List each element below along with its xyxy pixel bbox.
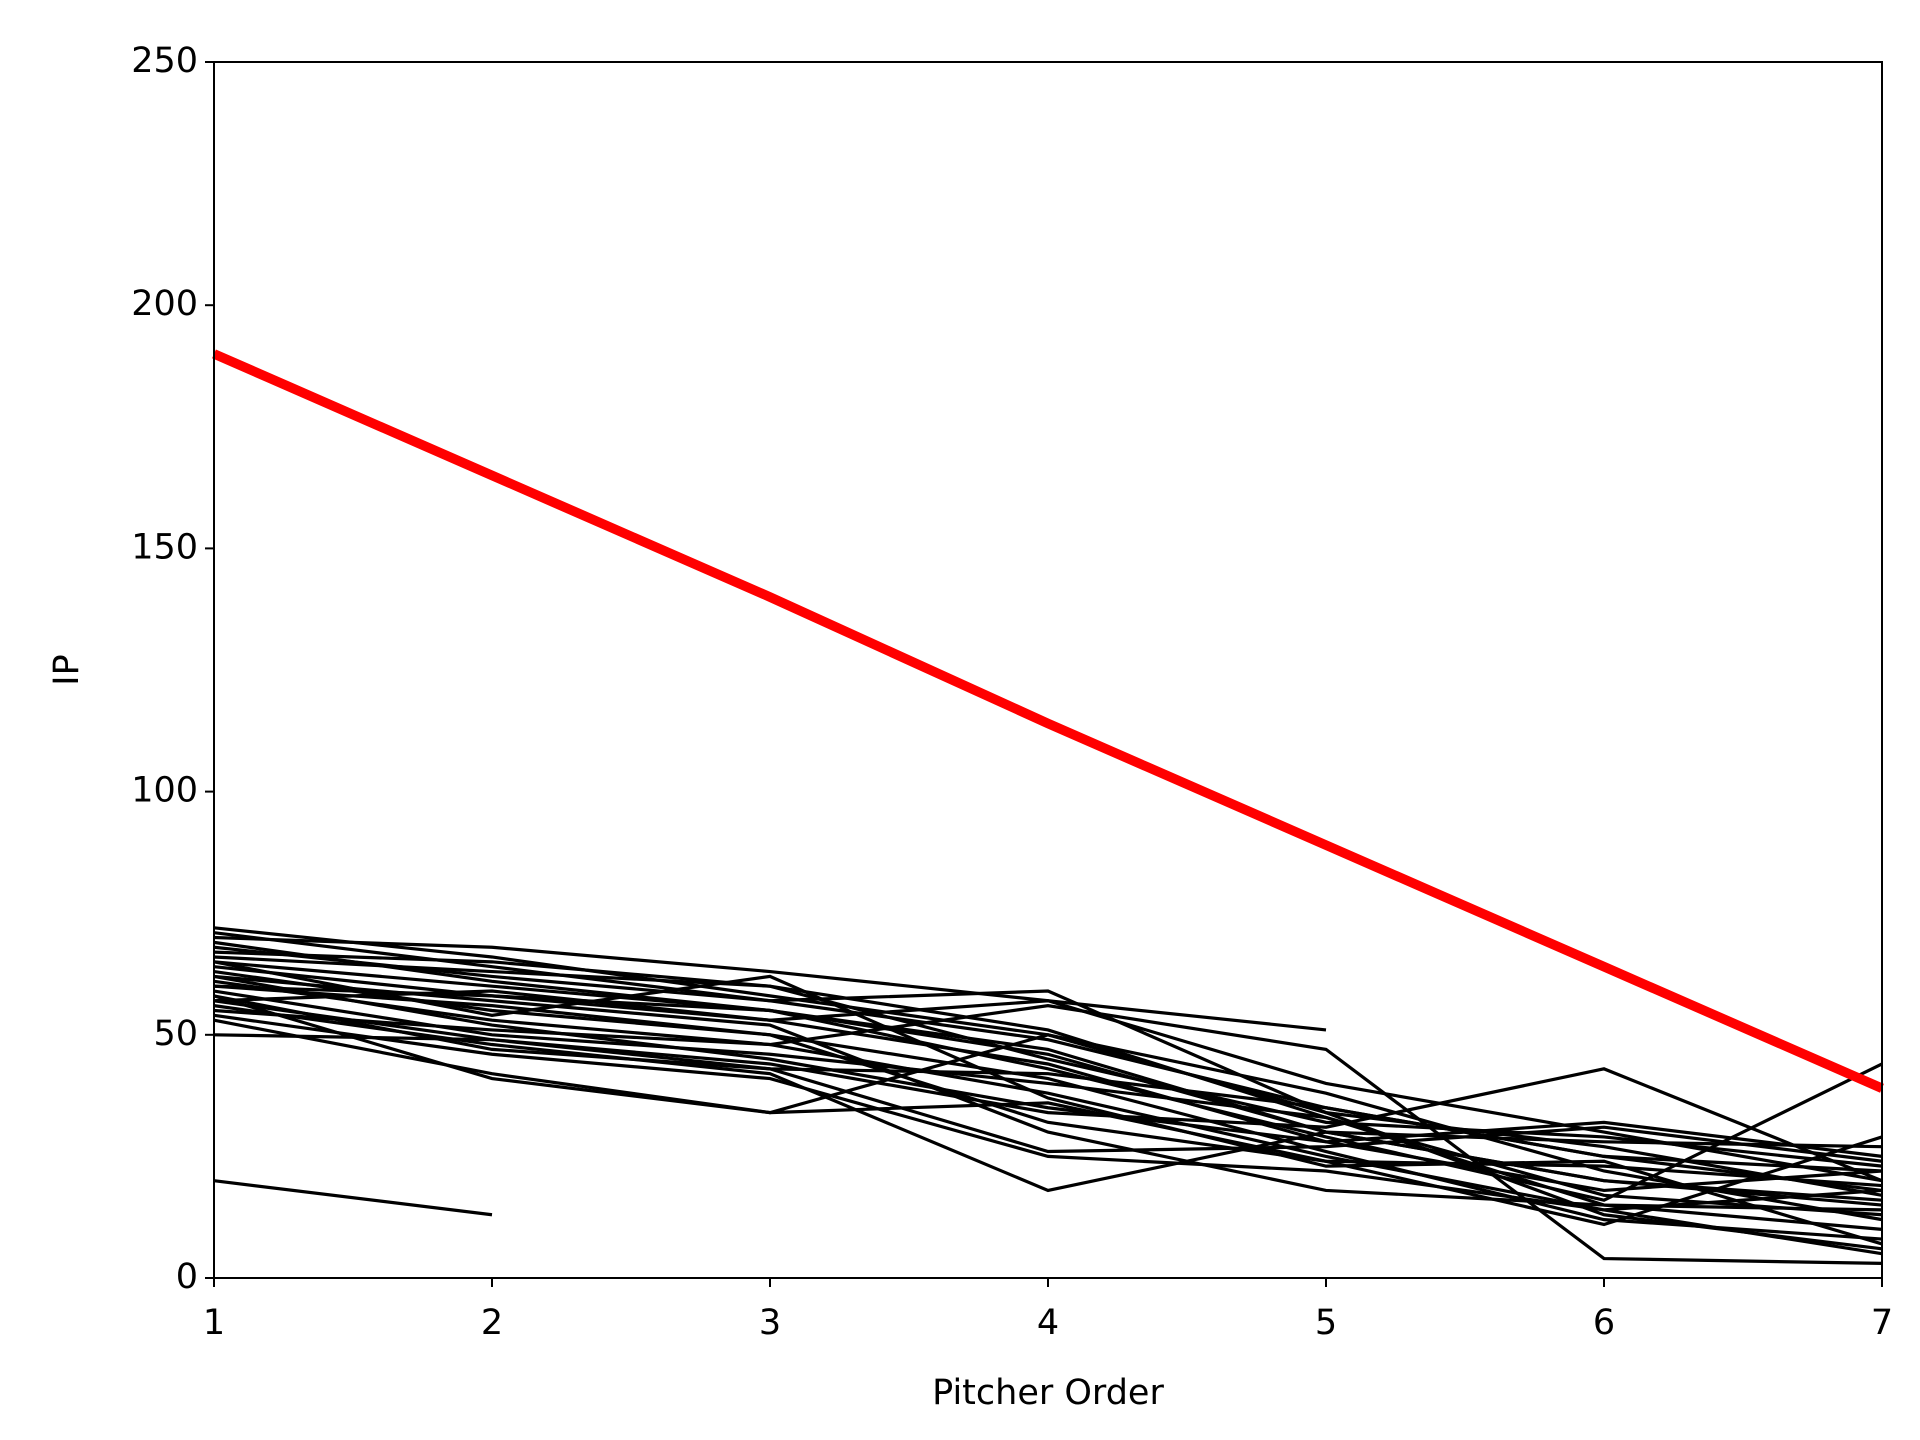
series-line (213, 1013, 1883, 1212)
plot-frame (213, 61, 1883, 1279)
series-line (213, 1004, 1883, 1266)
x-tick-label: 4 (1037, 1303, 1059, 1343)
x-tick-label: 3 (759, 1303, 781, 1343)
y-tick-label: 50 (153, 1014, 198, 1054)
series-line (213, 940, 1883, 1202)
series-line (213, 989, 1883, 1217)
y-axis-label: IP (47, 654, 87, 685)
y-tick-label: 150 (131, 527, 198, 567)
series-line (213, 994, 1883, 1163)
series-line (213, 1033, 1883, 1173)
series-line (213, 984, 1883, 1149)
x-tick-label: 2 (481, 1303, 503, 1343)
series-line (213, 931, 1883, 1251)
y-tick-label: 200 (131, 284, 198, 324)
series-line (213, 994, 1883, 1197)
series-line (213, 969, 1883, 1241)
x-tick-label: 6 (1593, 1303, 1615, 1343)
x-tick-label: 5 (1315, 1303, 1337, 1343)
series-line (213, 1179, 493, 1217)
series-line (212, 349, 1884, 1093)
series-line (213, 950, 1883, 1168)
x-tick-label: 7 (1871, 1303, 1893, 1343)
y-tick-label: 0 (176, 1257, 198, 1297)
series-line (213, 974, 1883, 1212)
y-tick-label: 250 (131, 41, 198, 81)
series-line (213, 1004, 1883, 1202)
series-line (213, 989, 1327, 1032)
x-axis-label: Pitcher Order (932, 1373, 1164, 1413)
y-tick-label: 100 (131, 771, 198, 811)
x-tick-label: 1 (203, 1303, 225, 1343)
series-line (213, 984, 1883, 1188)
series-line (213, 1018, 1883, 1227)
series-line (213, 960, 1883, 1246)
series-line (213, 974, 1883, 1158)
